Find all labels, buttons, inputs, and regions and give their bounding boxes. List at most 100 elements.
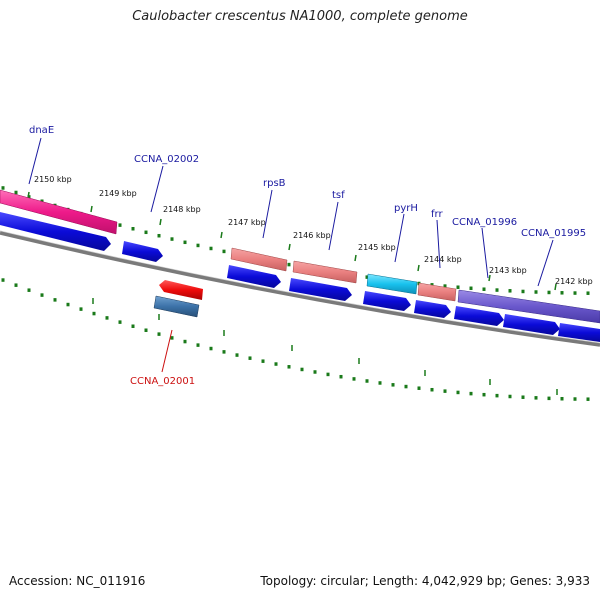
minor-tick: [183, 339, 187, 344]
gene-frr[interactable]: [417, 282, 457, 302]
minor-tick: [1, 186, 5, 190]
minor-tick: [508, 289, 512, 293]
minor-tick: [92, 311, 96, 316]
label-CCNA_02002[interactable]: CCNA_02002: [134, 154, 199, 165]
minor-tick: [157, 233, 161, 238]
gene-pyrH[interactable]: [366, 273, 418, 295]
cds-arrow-CCNA_02002[interactable]: [122, 241, 163, 262]
label-CCNA_01996[interactable]: CCNA_01996: [452, 217, 517, 228]
label-dnaE[interactable]: dnaE: [29, 125, 54, 136]
minor-tick: [1, 278, 5, 282]
cds-arrow-frr[interactable]: [414, 300, 451, 318]
backbone-outer: [0, 230, 600, 344]
minor-tick: [118, 320, 122, 324]
minor-tick: [495, 393, 499, 398]
minor-tick: [508, 394, 512, 399]
minor-tick: [196, 243, 200, 248]
scale-label: 2144 kbp: [424, 255, 462, 264]
minor-tick: [209, 246, 213, 251]
minor-tick: [456, 285, 460, 289]
minor-tick: [131, 324, 135, 328]
minor-tick: [235, 353, 239, 357]
minor-tick: [430, 387, 434, 392]
minor-tick: [79, 307, 83, 311]
minor-tick: [313, 370, 317, 374]
cds-arrow-pyrH[interactable]: [363, 291, 411, 311]
major-tick: [159, 218, 162, 226]
minor-tick: [547, 396, 551, 401]
cds-arrow-rpsB[interactable]: [227, 265, 281, 288]
label-frr[interactable]: frr: [431, 209, 443, 220]
major-tick: [220, 231, 223, 239]
minor-tick: [27, 288, 31, 292]
gene-rpsB[interactable]: [230, 247, 288, 272]
leader-CCNA_01995: [537, 239, 554, 287]
major-tick: [354, 254, 357, 262]
minor-tick: [105, 316, 109, 320]
cds-arrow-CCNA_02001[interactable]: [159, 280, 203, 300]
leader-CCNA_01996: [481, 227, 489, 279]
minor-tick: [222, 350, 226, 354]
minor-tick: [118, 223, 122, 227]
leader-CCNA_02001: [161, 329, 173, 373]
scale-label: 2148 kbp: [163, 205, 201, 214]
minor-tick: [209, 346, 213, 351]
minor-tick: [573, 291, 577, 295]
gene-tsf[interactable]: [292, 260, 358, 284]
scale-label: 2143 kbp: [489, 266, 527, 275]
minor-tick: [456, 390, 460, 395]
accession-text: Accession: NC_011916: [9, 574, 146, 588]
label-pyrH[interactable]: pyrH: [394, 203, 418, 214]
minor-tick: [157, 332, 161, 336]
minor-tick: [222, 249, 226, 254]
cds-arrow-next[interactable]: [558, 323, 600, 342]
cds-arrow-CCNA_01995[interactable]: [503, 314, 560, 335]
minor-tick: [573, 397, 577, 401]
label-CCNA_01995[interactable]: CCNA_01995: [521, 228, 586, 239]
minor-tick: [560, 291, 564, 295]
gene-CCNA_01996[interactable]: [457, 289, 600, 324]
minor-tick: [131, 227, 135, 231]
label-tsf[interactable]: tsf: [332, 190, 345, 201]
minor-tick: [261, 359, 265, 363]
minor-tick: [534, 290, 538, 294]
major-tick: [27, 191, 30, 199]
minor-tick: [248, 356, 252, 360]
minor-tick: [66, 302, 70, 307]
minor-tick: [53, 298, 57, 302]
minor-tick: [560, 396, 564, 401]
minor-tick: [14, 190, 18, 195]
minor-tick: [469, 391, 473, 396]
minor-tick: [586, 397, 590, 401]
major-tick: [488, 274, 491, 282]
minor-tick: [443, 389, 447, 393]
scale-label: 2149 kbp: [99, 189, 137, 198]
minor-tick: [404, 384, 408, 389]
leader-tsf: [328, 201, 339, 251]
minor-tick: [482, 392, 486, 397]
major-tick: [90, 205, 93, 213]
minor-tick: [326, 372, 330, 377]
minor-tick: [586, 291, 590, 295]
minor-tick: [170, 336, 174, 340]
leader-CCNA_02002: [150, 165, 164, 213]
minor-tick: [287, 262, 291, 267]
minor-tick: [482, 287, 486, 291]
minor-tick: [144, 328, 148, 332]
minor-tick: [14, 283, 18, 287]
major-tick: [554, 283, 557, 291]
minor-tick: [534, 396, 538, 400]
minor-tick: [365, 379, 369, 383]
cds-arrow-tsf[interactable]: [289, 278, 352, 301]
label-rpsB[interactable]: rpsB: [263, 178, 286, 189]
scale-label: 2150 kbp: [34, 175, 72, 184]
cds-arrow-CCNA_01996[interactable]: [454, 306, 504, 326]
minor-tick: [196, 343, 200, 347]
minor-tick: [274, 362, 278, 366]
label-CCNA_02001[interactable]: CCNA_02001: [130, 376, 195, 387]
cds-arrow-dnaE[interactable]: [0, 212, 111, 251]
gene-dnaE[interactable]: [0, 189, 118, 235]
minor-tick: [183, 240, 187, 245]
gene-CCNA_02001[interactable]: [153, 295, 200, 318]
